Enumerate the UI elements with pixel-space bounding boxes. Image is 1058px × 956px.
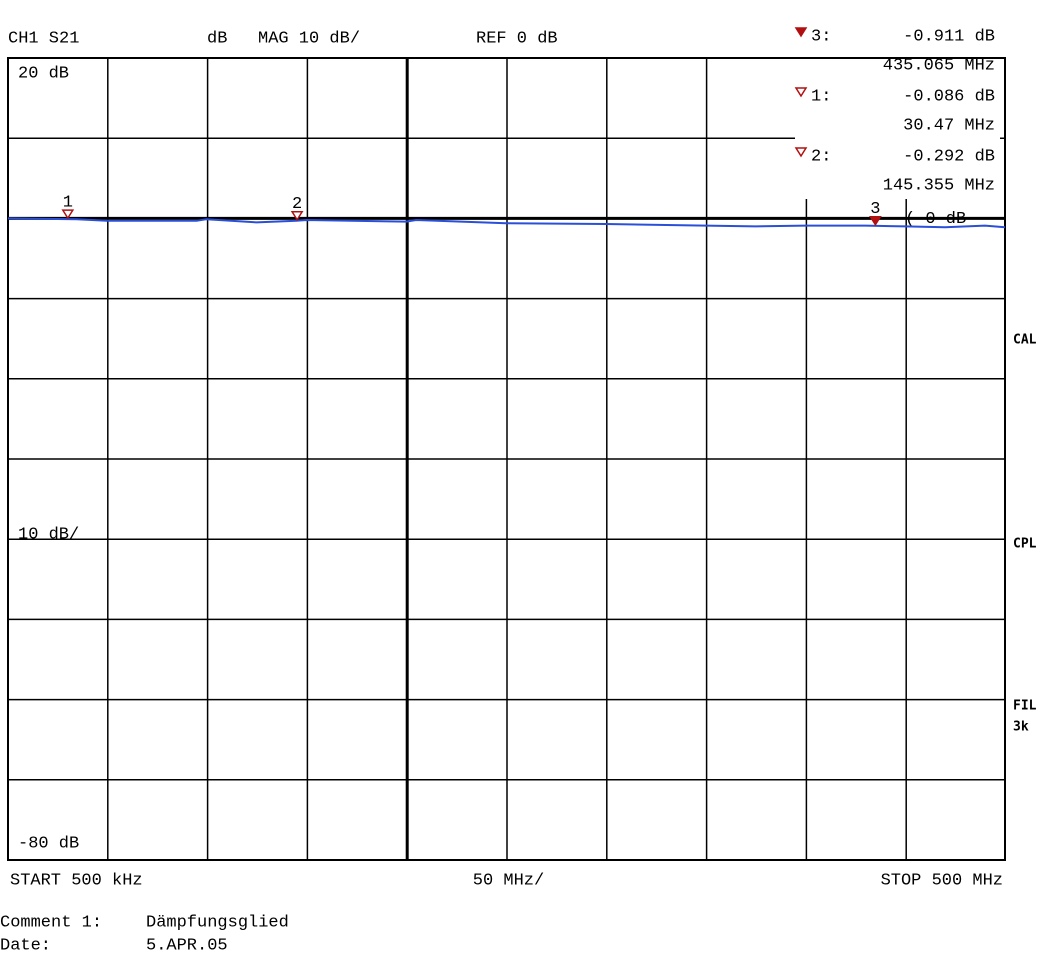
readout-value: -0.911 dB <box>903 27 995 46</box>
readout-symbol <box>794 87 808 98</box>
marker <box>869 215 882 227</box>
readout-label: 1: <box>811 87 831 106</box>
status-label: 3k <box>1013 720 1029 735</box>
comment-key: Comment 1: <box>0 913 102 932</box>
x-division-label: 50 MHz/ <box>473 871 544 890</box>
y-tick-label: 20 dB <box>18 64 69 83</box>
readout-label: 3: <box>811 27 831 46</box>
trace <box>7 217 1006 229</box>
x-tick-label: START 500 kHz <box>10 871 143 890</box>
reference: REF 0 dB <box>476 29 558 48</box>
readout-value: -0.086 dB <box>903 87 995 106</box>
format: MAG 10 dB/ <box>258 29 360 48</box>
marker <box>61 209 75 220</box>
marker-label: 2 <box>292 195 302 214</box>
readout-symbol <box>794 147 808 158</box>
marker-label: 1 <box>63 194 73 213</box>
status-label: CPL <box>1013 537 1037 552</box>
comment-value: Dämpfungsglied <box>146 913 289 932</box>
marker-label: 3 <box>870 200 880 219</box>
format-unit: dB <box>207 29 227 48</box>
status-label: CAL <box>1013 333 1037 348</box>
readout-value: -0.292 dB <box>903 147 995 166</box>
y-division-label: 10 dB/ <box>18 526 79 545</box>
date-value: 5.APR.05 <box>146 936 228 955</box>
channel: CH1 S21 <box>8 29 79 48</box>
marker <box>290 210 304 222</box>
x-tick-label: STOP 500 MHz <box>881 871 1003 890</box>
readout-frequency: 145.355 MHz <box>883 176 995 195</box>
status-label: FIL <box>1013 699 1037 714</box>
readout-label: 2: <box>811 147 831 166</box>
readout-symbol <box>794 27 808 38</box>
readout-panel <box>795 59 1000 199</box>
readout-frequency: 30.47 MHz <box>903 116 995 135</box>
date-key: Date: <box>0 936 51 955</box>
reference-label: ( 0 dB <box>905 210 966 229</box>
readout-frequency: 435.065 MHz <box>883 56 995 75</box>
y-tick-label: -80 dB <box>18 834 79 853</box>
